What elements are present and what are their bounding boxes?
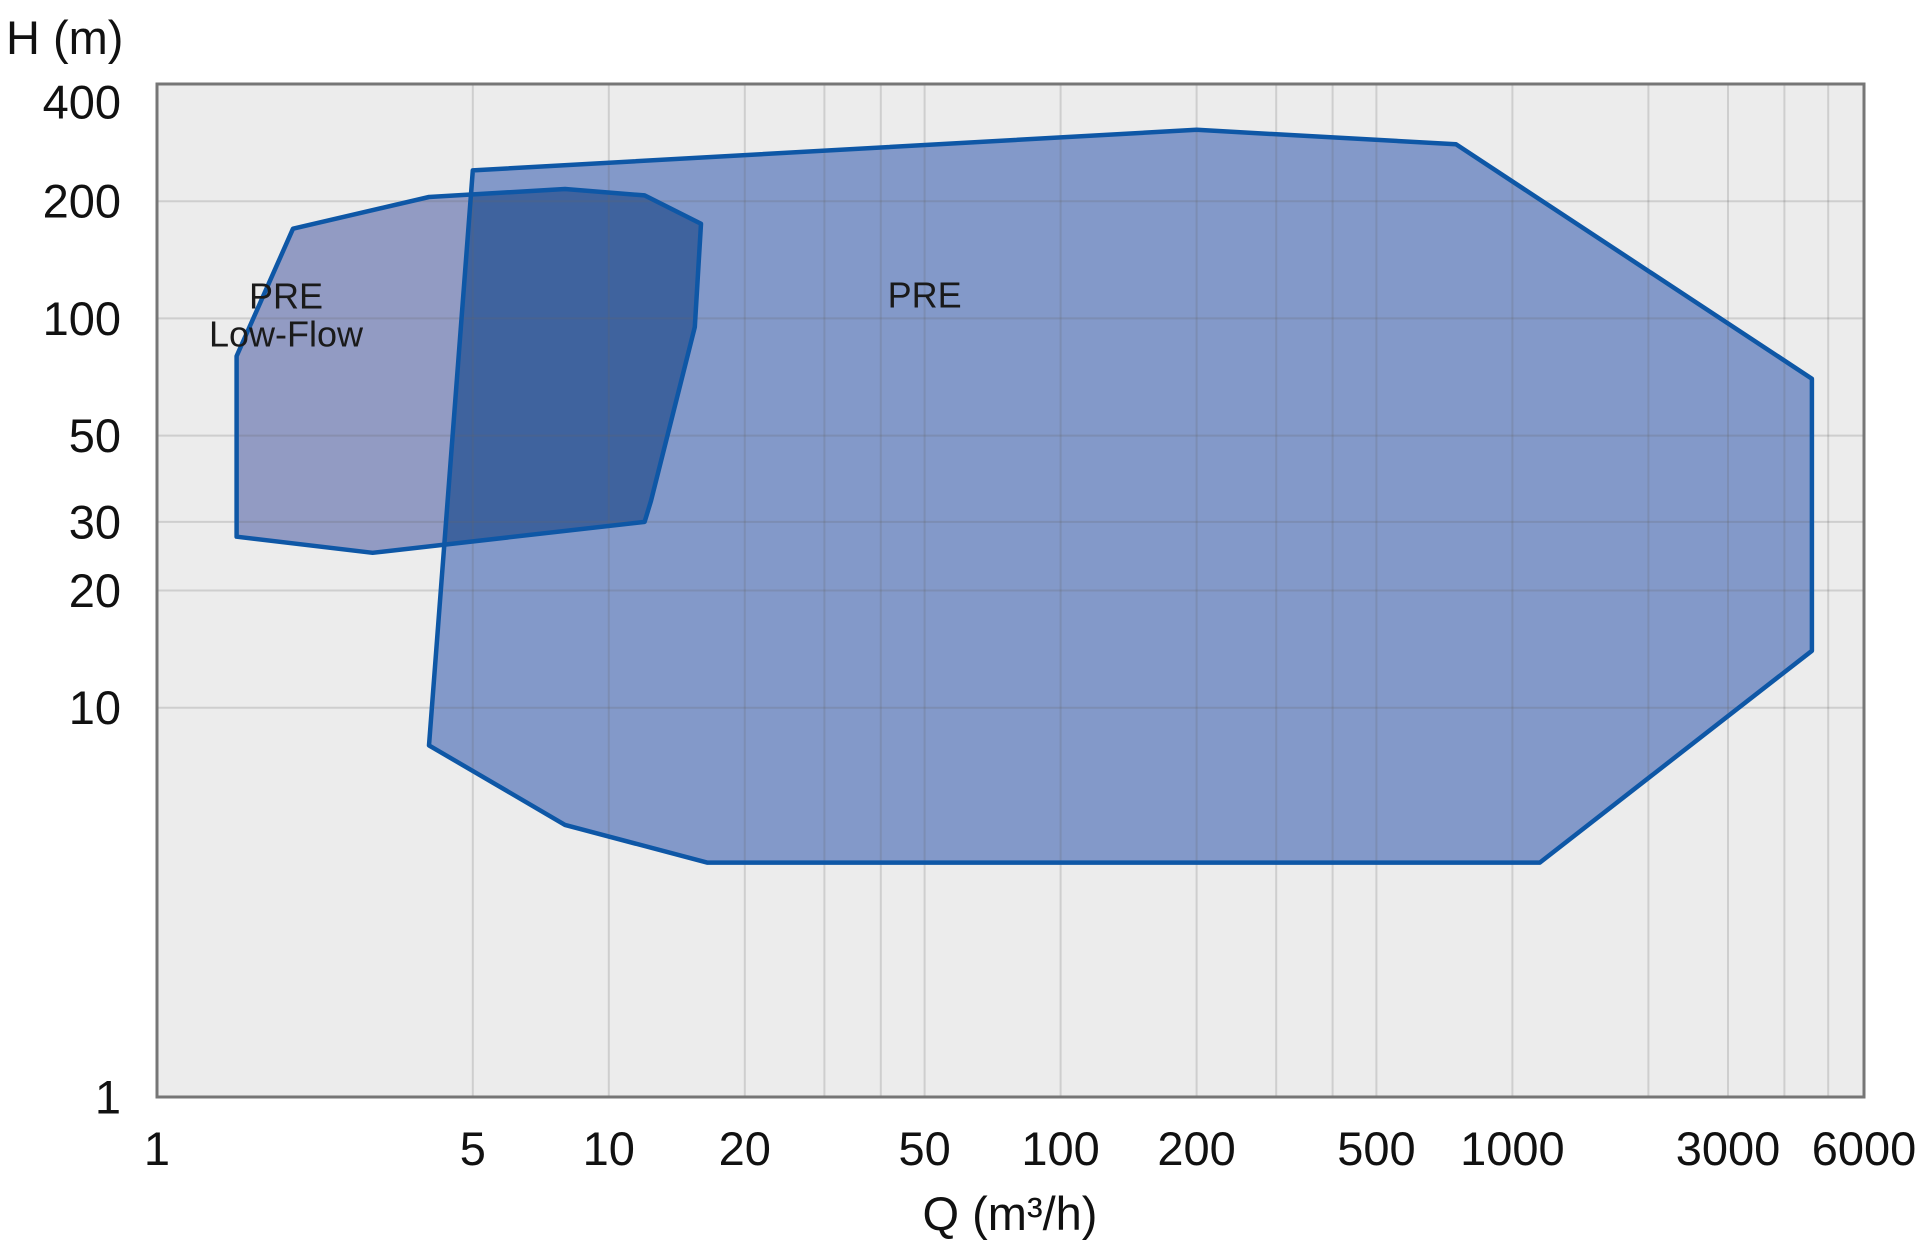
- x-tick-label-20: 20: [719, 1122, 771, 1175]
- y-tick-label-20: 20: [69, 564, 121, 617]
- y-tick-label-30: 30: [69, 495, 121, 548]
- y-tick-label-200: 200: [43, 175, 121, 228]
- region-pre-outline: [426, 127, 1815, 865]
- y-tick-label-400: 400: [43, 76, 121, 129]
- x-tick-label-100: 100: [1021, 1122, 1099, 1175]
- x-tick-label-6000: 6000: [1812, 1122, 1917, 1175]
- x-axis-title: Q (m³/h): [923, 1187, 1098, 1240]
- region-pre-low-flow-outline: [234, 186, 704, 556]
- plot-border: [155, 82, 1866, 1099]
- x-tick-label-10: 10: [583, 1122, 635, 1175]
- y-axis-title: H (m): [6, 11, 123, 64]
- region-label-pre-low-flow: PRE Low-Flow: [209, 276, 364, 355]
- region-fills: [236, 129, 1812, 863]
- region-outlines: [234, 127, 1815, 865]
- x-tick-label-3000: 3000: [1676, 1122, 1781, 1175]
- x-tick-label-1000: 1000: [1460, 1122, 1565, 1175]
- x-tick-label-200: 200: [1157, 1122, 1235, 1175]
- x-tick-label-1: 1: [144, 1122, 170, 1175]
- region-overlap-fill: [429, 189, 701, 553]
- x-tick-label-5: 5: [460, 1122, 486, 1175]
- y-tick-label-100: 100: [43, 292, 121, 345]
- y-tick-labels: 400 200 100 50 30 20 10 1: [43, 76, 121, 1124]
- y-tick-label-10: 10: [69, 681, 121, 734]
- x-tick-labels: 1 5 10 20 50 100 200 500 1000 3000 6000: [144, 1122, 1916, 1175]
- region-label-pre: PRE: [888, 274, 962, 315]
- x-tick-label-50: 50: [898, 1122, 950, 1175]
- region-pre-fill: [429, 129, 1812, 863]
- x-tick-label-500: 500: [1337, 1122, 1415, 1175]
- y-tick-label-50: 50: [69, 409, 121, 462]
- y-tick-label-1: 1: [95, 1071, 121, 1124]
